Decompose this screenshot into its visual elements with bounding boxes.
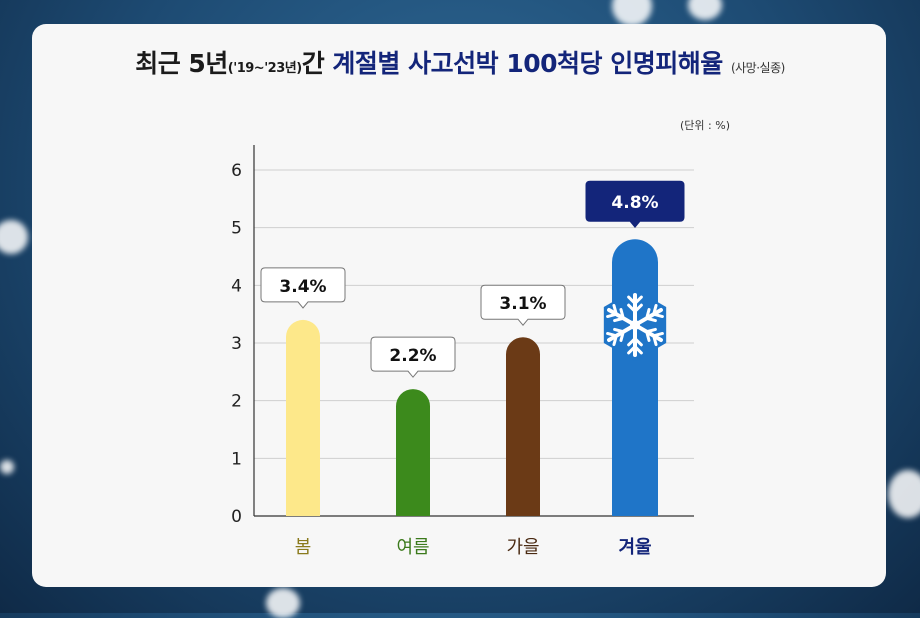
snowflake-icon [603,289,667,361]
x-tick-label: 가을 [506,537,539,558]
title-period: ('19~'23년) [227,61,302,76]
y-tick-label: 4 [231,276,242,296]
snow-flake-decor [0,460,14,474]
data-label: 2.2% [389,346,436,366]
bar [612,239,658,516]
x-tick-label: 봄 [295,537,312,558]
y-tick-label: 5 [231,219,242,239]
y-tick-label: 3 [231,334,242,354]
title-part1: 최근 5년 [135,49,228,78]
y-tick-label: 2 [231,392,242,412]
bar [396,389,430,516]
snow-flake-decor [0,220,28,254]
y-tick-label: 1 [231,449,242,469]
chart-title: 최근 5년('19~'23년)간 계절별 사고선박 100척당 인명피해율 (사… [0,44,920,80]
data-label: 3.1% [499,294,546,314]
bar [286,319,320,516]
data-label: 3.4% [279,277,326,297]
value-callout [480,284,566,327]
data-label: 4.8% [611,193,658,213]
title-note: (사망·실종) [730,61,785,75]
snow-flake-decor [888,470,920,518]
snow-flake-decor [688,0,722,20]
x-tick-label: 여름 [396,537,429,558]
unit-label: (단위 : %) [680,119,730,132]
title-accent: 계절별 사고선박 100척당 인명피해율 [332,49,723,78]
x-tick-label: 겨울 [618,537,651,558]
title-part2: 간 [301,49,325,78]
bar [506,337,540,516]
value-callout [260,267,346,309]
value-callout [585,180,685,228]
value-callout [370,336,456,378]
y-tick-label: 0 [231,507,242,527]
chart-card [32,24,886,587]
y-tick-label: 6 [231,161,242,181]
